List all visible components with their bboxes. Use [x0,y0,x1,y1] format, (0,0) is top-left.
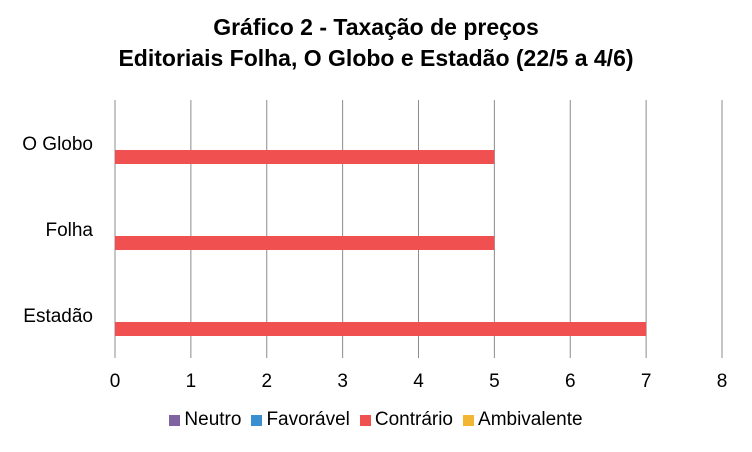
legend-swatch [251,414,263,426]
title-line-2: Editoriais Folha, O Globo e Estadão (22/… [118,45,634,71]
y-category-label: O Globo [22,134,93,155]
x-tick-label: 6 [565,371,576,392]
legend-item: Favorável [251,409,350,431]
legend: Neutro Favorável Contrário Ambivalente [0,409,752,431]
title-line-1: Gráfico 2 - Taxação de preços [213,14,539,40]
legend-item: Contrário [359,409,454,431]
legend-item: Ambivalente [463,409,583,431]
y-category-label: Folha [45,220,93,241]
legend-label: Neutro [184,409,242,430]
chart-title: Gráfico 2 - Taxação de preços Editoriais… [0,12,752,74]
bar-contrário [115,322,647,336]
legend-label: Contrário [374,409,454,430]
x-tick-label: 0 [110,371,121,392]
x-tick-label: 5 [489,371,500,392]
bar-contrário [115,236,495,250]
legend-item: Neutro [169,409,241,431]
legend-swatch [359,414,371,426]
legend-label: Ambivalente [478,409,583,430]
x-tick-label: 3 [337,371,348,392]
legend-swatch [169,414,181,426]
x-tick-label: 4 [413,371,424,392]
x-tick-label: 1 [186,371,197,392]
legend-label: Favorável [266,409,350,430]
x-tick-label: 8 [717,371,728,392]
y-category-label: Estadão [23,306,93,327]
bar-contrário [115,150,495,164]
x-tick-label: 2 [261,371,272,392]
x-tick-label: 7 [641,371,652,392]
legend-swatch [463,414,475,426]
